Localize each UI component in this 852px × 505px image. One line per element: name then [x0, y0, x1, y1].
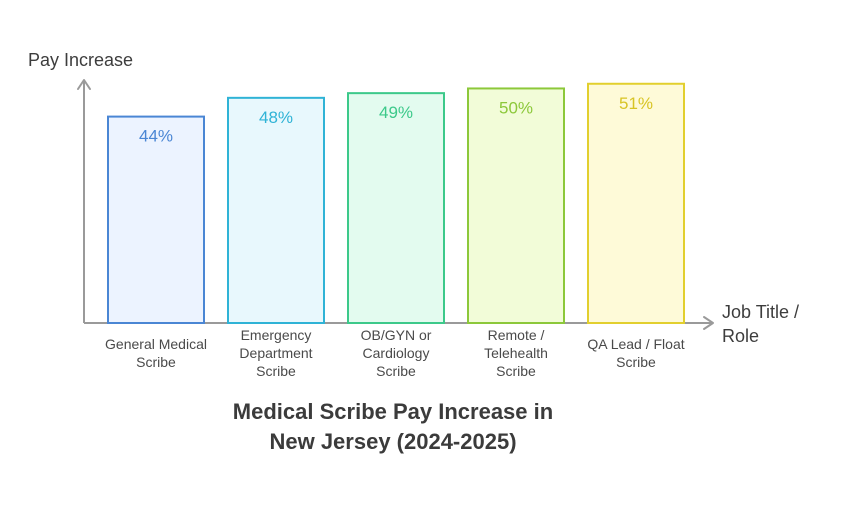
x-tick-label-line: Scribe	[376, 363, 416, 379]
x-tick-label-line: OB/GYN or	[361, 327, 432, 343]
labels: 44% General Medical Scribe 48% Emergency Depa…	[105, 94, 685, 379]
x-tick-label-line: Scribe	[496, 363, 536, 379]
x-tick-label-3: OB/GYN or Cardiology Scribe	[361, 327, 432, 379]
value-label-2: 48%	[259, 108, 293, 127]
bar-5	[587, 82, 685, 324]
x-tick-label-line: Scribe	[136, 354, 176, 370]
x-tick-label-line: Emergency	[241, 327, 312, 343]
bar-2	[227, 96, 325, 324]
x-tick-label-2: Emergency Department Scribe	[239, 327, 312, 379]
value-label-5: 51%	[619, 94, 653, 113]
x-axis-title-line: Job Title /	[722, 302, 799, 322]
y-axis-title: Pay Increase	[28, 50, 133, 70]
x-tick-label-line: Scribe	[256, 363, 296, 379]
x-axis-title-line: Role	[722, 326, 759, 346]
x-tick-label-5: QA Lead / Float Scribe	[587, 336, 684, 370]
x-axis-title: Job Title / Role	[722, 302, 799, 346]
y-axis-arrow	[77, 79, 91, 90]
x-tick-label-line: Telehealth	[484, 345, 548, 361]
x-tick-label-4: Remote / Telehealth Scribe	[484, 327, 548, 379]
x-tick-label-line: Cardiology	[363, 345, 430, 361]
bar-4	[467, 87, 565, 324]
bars	[107, 82, 685, 324]
x-tick-label-line: Remote /	[488, 327, 545, 343]
x-tick-label-1: General Medical Scribe	[105, 336, 207, 370]
bar-3	[347, 92, 445, 324]
x-axis-arrow	[703, 316, 714, 330]
x-tick-label-line: Scribe	[616, 354, 656, 370]
x-tick-label-line: Department	[239, 345, 312, 361]
bar-1	[107, 115, 205, 324]
x-tick-label-line: General Medical	[105, 336, 207, 352]
value-label-3: 49%	[379, 103, 413, 122]
value-label-1: 44%	[139, 127, 173, 146]
chart-title-line: New Jersey (2024-2025)	[269, 429, 516, 454]
chart-title-line: Medical Scribe Pay Increase in	[233, 399, 553, 424]
chart-title: Medical Scribe Pay Increase in New Jersey…	[233, 399, 553, 454]
value-label-4: 50%	[499, 98, 533, 117]
x-tick-label-line: QA Lead / Float	[587, 336, 684, 352]
